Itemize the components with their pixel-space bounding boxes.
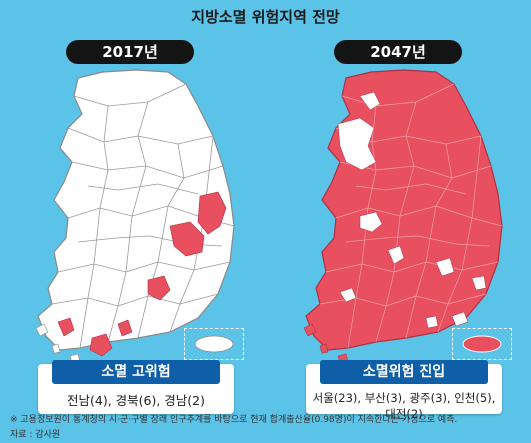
safe-region-gwangju bbox=[339, 287, 357, 303]
caption-box-2047: 소멸위험 진입 서울(23), 부산(3), 광주(3), 인천(5), 대전(… bbox=[306, 360, 502, 421]
korea-map-2017 bbox=[35, 69, 235, 364]
panel-2047: 2047년 bbox=[276, 30, 521, 421]
risk-region-gyeongbuk-central bbox=[169, 221, 205, 257]
korea-map-2047 bbox=[303, 69, 503, 364]
safe-region-daegu bbox=[435, 257, 455, 277]
risk-region-gyeongnam bbox=[117, 319, 133, 337]
jeju-island-2047 bbox=[462, 335, 502, 353]
safe-region-ulsan bbox=[471, 275, 487, 291]
safe-region-chungcheong bbox=[359, 211, 383, 233]
year-label-2047: 2047년 bbox=[334, 40, 462, 64]
map-title: 지방소멸 위험지역 전망 bbox=[191, 8, 340, 26]
footnote: ※ 고용정보원이 통계청의 시·군·구별 장래 인구추계를 바탕으로 현재 합계… bbox=[10, 415, 458, 425]
risk-region-jeonnam-south bbox=[89, 333, 113, 357]
caption-title-2047: 소멸위험 진입 bbox=[320, 360, 488, 384]
safe-region-north-gyeonggi bbox=[359, 91, 381, 111]
district-borders-2017 bbox=[51, 83, 235, 349]
jeju-inset-frame-2047 bbox=[452, 328, 512, 360]
jeju-island-2017 bbox=[194, 335, 234, 353]
risk-region-jeonnam-west bbox=[57, 317, 75, 337]
panel-2017: 2017년 bbox=[8, 30, 253, 414]
safe-region-daejeon bbox=[387, 245, 405, 265]
year-label-2017: 2017년 bbox=[66, 40, 194, 64]
safe-region-busan bbox=[451, 311, 469, 327]
safe-region-changwon bbox=[425, 315, 439, 329]
mainland-2017 bbox=[37, 69, 235, 351]
caption-box-2017: 소멸 고위험 전남(4), 경북(6), 경남(2) bbox=[38, 360, 234, 414]
safe-regions-2047 bbox=[337, 91, 487, 329]
risk-regions-2017 bbox=[57, 191, 227, 357]
islands-2017 bbox=[35, 323, 81, 364]
risk-region-gyeongbuk-north bbox=[197, 191, 227, 235]
caption-detail-2047: 서울(23), 부산(3), 광주(3), 인천(5), 대전(2) bbox=[312, 391, 496, 421]
caption-title-2017: 소멸 고위험 bbox=[52, 360, 220, 384]
risk-region-gyeongbuk-south bbox=[147, 275, 171, 301]
source-credit: 자료 : 감사원 bbox=[10, 430, 61, 440]
safe-region-seoul-metro bbox=[337, 117, 377, 171]
jeju-inset-frame-2017 bbox=[184, 328, 244, 360]
caption-detail-2017: 전남(4), 경북(6), 경남(2) bbox=[66, 393, 205, 408]
